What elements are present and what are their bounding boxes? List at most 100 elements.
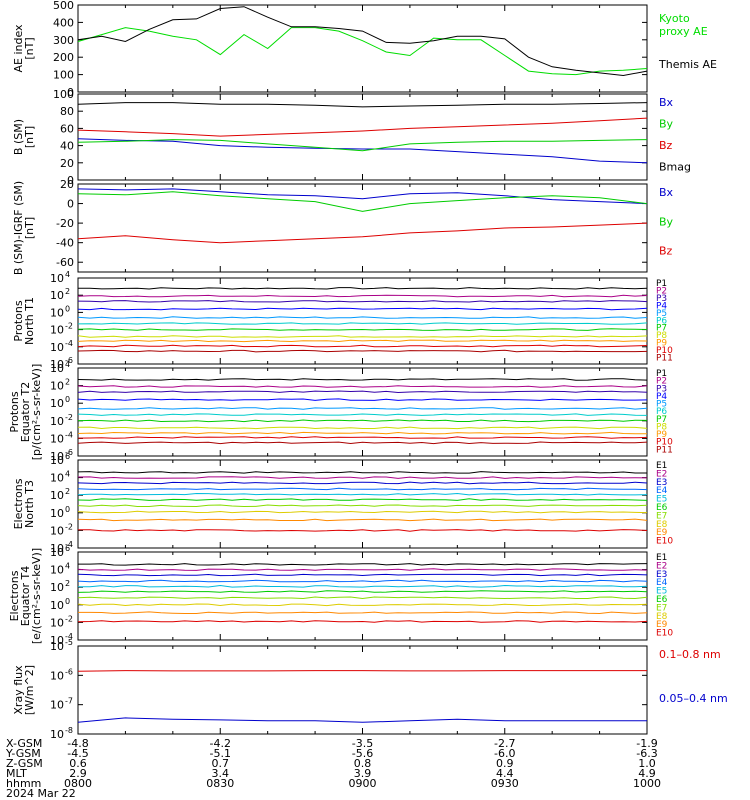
series-label: E4	[656, 486, 668, 496]
y-axis-label: Equator T4	[19, 566, 32, 626]
series-label: P11	[656, 445, 673, 455]
y-tick-label: 10	[50, 450, 64, 463]
y-tick-exponent: -6	[65, 448, 73, 457]
legend-entry: Bx	[659, 186, 674, 199]
y-tick-exponent: 6	[65, 544, 70, 553]
panel-frame	[77, 4, 648, 93]
y-tick-exponent: 6	[65, 452, 70, 461]
y-tick-label: 10	[50, 472, 64, 485]
series-label: E8	[656, 520, 668, 530]
series-line	[77, 27, 648, 76]
y-tick-exponent: -4	[65, 430, 73, 439]
y-tick-exponent: -4	[65, 540, 73, 549]
series-line	[77, 670, 647, 672]
y-tick-exponent: -8	[65, 726, 73, 735]
series-line	[77, 138, 648, 164]
series-line	[77, 568, 648, 571]
x-axis-value: 0830	[206, 777, 234, 790]
series-label: E10	[656, 537, 673, 547]
legend-entry: 0.1–0.8 nm	[659, 648, 721, 661]
y-tick-exponent: 0	[65, 597, 70, 606]
y-tick-label: 10	[50, 699, 64, 712]
series-label: E5	[656, 587, 667, 597]
series-label: E9	[656, 528, 668, 538]
legend-entry: By	[659, 118, 674, 131]
y-axis-label: [e/(cm²-s-sr-keV)]	[30, 548, 43, 644]
y-axis-label: [nT]	[23, 37, 36, 59]
series-line	[77, 398, 648, 401]
y-tick-exponent: 4	[65, 360, 70, 369]
y-tick-exponent: 0	[65, 505, 70, 514]
y-tick-label: -40	[56, 237, 74, 250]
series-label: E7	[656, 511, 667, 521]
y-tick-label: 10	[50, 358, 64, 371]
series-line	[77, 419, 648, 423]
date-label: 2024 Mar 22	[6, 787, 76, 800]
x-axis-row-label: X-GSM	[6, 737, 42, 750]
y-tick-label: 10	[50, 415, 64, 428]
y-tick-label: 100	[53, 69, 74, 82]
series-line	[77, 717, 647, 723]
series-line	[78, 584, 648, 588]
y-tick-label: 10	[50, 546, 64, 559]
series-line	[77, 431, 647, 435]
series-label: P8	[656, 331, 667, 341]
series-label: E2	[656, 561, 667, 571]
y-tick-label: 0	[67, 174, 74, 187]
x-axis-value: 0.6	[69, 757, 87, 770]
y-tick-label: 10	[50, 728, 64, 741]
series-line	[78, 611, 648, 615]
series-line	[77, 322, 648, 325]
series-line	[77, 436, 648, 439]
y-axis-label: Protons	[8, 391, 21, 432]
legend-entry: Bz	[659, 139, 673, 152]
series-line	[77, 390, 648, 394]
y-tick-label: 10	[50, 306, 64, 319]
series-line	[77, 188, 648, 205]
series-line	[77, 426, 648, 430]
y-tick-label: 0	[67, 86, 74, 99]
y-tick-exponent: -2	[65, 413, 73, 422]
series-line	[77, 328, 648, 331]
x-axis-value: -5.1	[210, 747, 231, 760]
series-label: E1	[656, 553, 667, 563]
y-tick-label: 400	[53, 16, 74, 29]
series-line	[77, 191, 648, 212]
series-line	[77, 344, 648, 348]
series-line	[77, 407, 648, 410]
series-label: P3	[656, 294, 667, 304]
x-axis-value: -4.5	[67, 747, 88, 760]
y-tick-label: 10	[50, 272, 64, 285]
series-line	[77, 300, 648, 303]
x-axis-row-label: hhmm	[6, 777, 41, 790]
y-tick-label: 200	[53, 51, 74, 64]
legend-entry: Kyoto	[659, 12, 690, 25]
series-label: E9	[656, 620, 668, 630]
series-label: P4	[656, 392, 667, 402]
y-tick-exponent: 4	[65, 270, 70, 279]
y-axis-label: B (SM)-IGRF (SM)	[12, 181, 25, 275]
x-axis-value: -2.7	[494, 737, 515, 750]
series-label: P10	[656, 346, 673, 356]
series-line	[77, 579, 648, 583]
series-line	[77, 481, 648, 485]
legend-entry: By	[659, 215, 674, 228]
x-axis-value: 0800	[64, 777, 92, 790]
x-axis-value: 2.9	[69, 767, 87, 780]
y-tick-label: 10	[50, 362, 64, 375]
series-label: E3	[656, 570, 667, 580]
y-tick-label: 10	[50, 599, 64, 612]
series-label: P4	[656, 301, 667, 311]
legend-entry: Bx	[659, 96, 674, 109]
panel-frame	[77, 551, 648, 641]
y-axis-label: [nT]	[23, 126, 36, 148]
y-axis-label: Protons	[12, 300, 25, 341]
chart-panel: 0 20 40 60 80 100 B (SM)[nT] Bx By Bz Bmag	[12, 88, 691, 187]
series-line	[77, 294, 648, 298]
series-line	[77, 590, 648, 593]
series-label: P1	[656, 279, 667, 289]
series-line	[77, 476, 648, 479]
